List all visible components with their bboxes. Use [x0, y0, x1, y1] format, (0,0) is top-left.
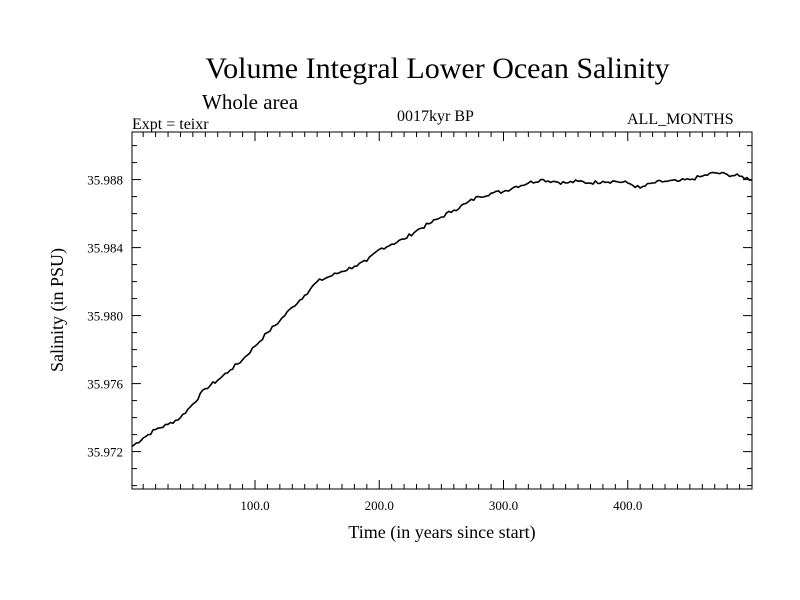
y-tick-label: 35.980	[87, 309, 123, 324]
y-tick-label: 35.984	[87, 241, 123, 256]
x-axis-title: Time (in years since start)	[348, 522, 535, 543]
y-tick-label: 35.988	[87, 173, 123, 188]
chart-subtitle: Whole area	[202, 90, 299, 114]
x-tick-label: 200.0	[365, 498, 394, 513]
x-tick-label: 300.0	[489, 498, 518, 513]
y-tick-labels: 35.972 35.976 35.980 35.984 35.988	[87, 173, 123, 460]
axis-ticks	[132, 132, 752, 489]
x-tick-labels: 100.0 200.0 300.0 400.0	[240, 498, 642, 513]
y-tick-label: 35.972	[87, 445, 123, 460]
salinity-series-line	[131, 171, 753, 448]
y-tick-label: 35.976	[87, 377, 123, 392]
x-tick-label: 100.0	[240, 498, 269, 513]
x-tick-label: 400.0	[613, 498, 642, 513]
plot-frame	[131, 131, 753, 490]
months-label: ALL_MONTHS	[627, 111, 734, 128]
y-axis-title: Salinity (in PSU)	[47, 248, 68, 372]
period-label: 0017kyr BP	[397, 108, 474, 125]
experiment-label: Expt = teixr	[132, 116, 209, 133]
chart-title: Volume Integral Lower Ocean Salinity	[205, 52, 670, 85]
